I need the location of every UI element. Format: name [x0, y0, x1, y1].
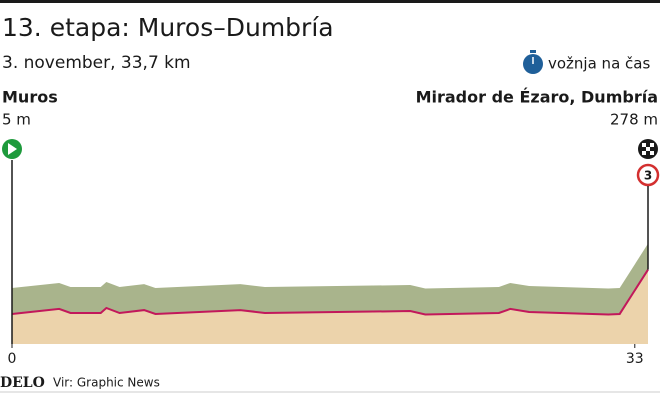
- chart-title: 13. etapa: Muros–Dumbría: [2, 13, 334, 42]
- x-tick-label: 0: [8, 351, 17, 367]
- climb-badge: [636, 163, 660, 187]
- x-tick-label: 33: [626, 351, 644, 367]
- finish-flag-icon: [638, 139, 658, 159]
- subtitle: 3. november, 33,7 km: [2, 53, 191, 73]
- profile-line: [11, 269, 649, 316]
- finish-elevation: 278 m: [610, 111, 658, 129]
- climb-category: 3: [644, 169, 652, 183]
- stage-type: vožnja na čas: [548, 55, 650, 73]
- timer-icon: [523, 50, 543, 74]
- finish-name: Mirador de Ézaro, Dumbría: [416, 88, 658, 107]
- profile-area: [12, 269, 648, 344]
- profile-band: [12, 243, 648, 315]
- start-name: Muros: [2, 88, 58, 107]
- top-rule: [0, 0, 660, 3]
- brand: DELO: [0, 375, 45, 391]
- start-elevation: 5 m: [2, 111, 31, 129]
- source: Vir: Graphic News: [53, 376, 160, 390]
- start-icon: [2, 139, 22, 159]
